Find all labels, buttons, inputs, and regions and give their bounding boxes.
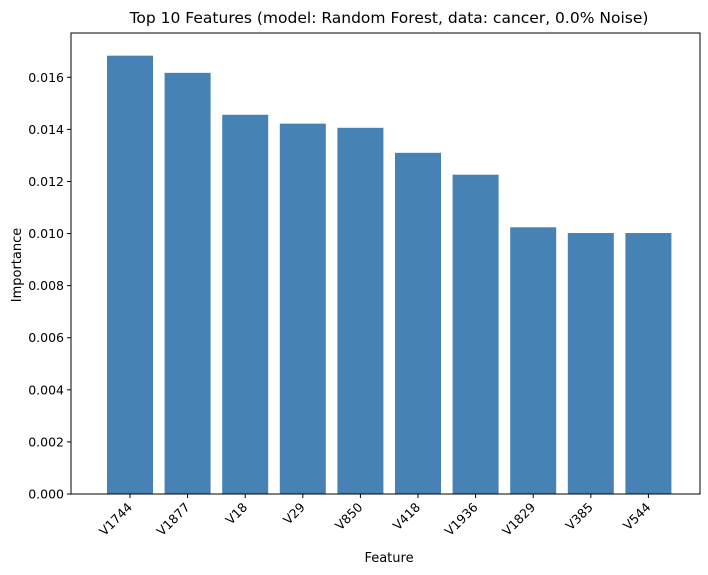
bar-v1829: [510, 227, 557, 495]
y-tick-label: 0.008: [28, 278, 64, 293]
x-tick-label: V1877: [154, 500, 193, 539]
x-tick-label: V418: [390, 499, 424, 533]
x-axis-label: Feature: [364, 551, 413, 566]
y-tick-label: 0.002: [28, 434, 64, 449]
chart-title: Top 10 Features (model: Random Forest, d…: [129, 9, 649, 27]
y-tick-label: 0.014: [28, 122, 64, 137]
bar-v1877: [164, 72, 211, 494]
y-tick-label: 0.016: [28, 70, 64, 85]
x-tick-label: V1936: [442, 499, 481, 538]
bar-v1744: [107, 55, 153, 494]
bar-v1936: [452, 174, 499, 494]
y-tick-label: 0.004: [28, 382, 64, 397]
bar-v18: [222, 114, 269, 494]
plot-frame: [70, 32, 701, 495]
plot-area: 0.000 0.002 0.004 0.006 0.008 0.010 0.012 0.014…: [28, 32, 701, 539]
bar-v418: [395, 152, 441, 494]
bar-v385: [567, 233, 614, 494]
bar-v29: [279, 123, 326, 494]
y-tick-label: 0.006: [28, 330, 64, 345]
y-tick-label: 0.012: [28, 174, 64, 189]
y-tick-label: 0.000: [28, 487, 64, 502]
x-tick-label: V544: [620, 499, 654, 533]
y-axis-label: Importance: [10, 228, 25, 303]
bar-v544: [625, 233, 672, 494]
x-tick-label: V18: [222, 499, 250, 527]
bar-v850: [337, 127, 384, 495]
x-tick-label: V1829: [499, 499, 538, 538]
x-tick-label: V1744: [96, 499, 135, 538]
x-tick-label: V385: [562, 500, 596, 534]
x-tick-label: V850: [332, 499, 366, 533]
x-tick-label: V29: [280, 499, 308, 527]
y-tick-label: 0.010: [28, 226, 64, 241]
